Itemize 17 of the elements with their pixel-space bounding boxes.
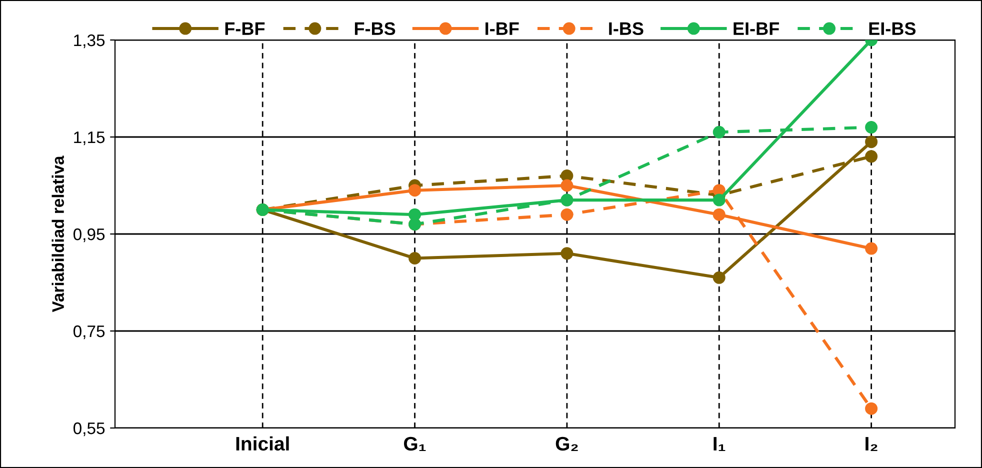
y-tick-label: 1,15: [74, 132, 105, 146]
y-tick-label: 0,95: [73, 228, 105, 242]
legend-label: EI-BF: [734, 22, 779, 35]
legend-label: F-BS: [354, 22, 396, 36]
y-axis-title: Variabildiad relativa: [52, 156, 64, 312]
legend-label: I-BF: [486, 22, 519, 35]
legend-label: EI-BS: [869, 22, 916, 36]
y-tick-label: 0,55: [73, 422, 105, 436]
y-tick-label: 1,35: [74, 34, 105, 48]
x-tick-label: G₁: [404, 436, 426, 452]
legend-label: I-BS: [609, 22, 644, 36]
y-tick-label: 0,75: [73, 325, 105, 340]
x-tick-label: Inicial: [236, 436, 289, 451]
x-tick-label: G₂: [556, 436, 578, 452]
x-tick-label: I₂: [866, 437, 878, 452]
x-tick-label: I₁: [714, 437, 726, 452]
legend-label: F-BF: [225, 22, 265, 35]
